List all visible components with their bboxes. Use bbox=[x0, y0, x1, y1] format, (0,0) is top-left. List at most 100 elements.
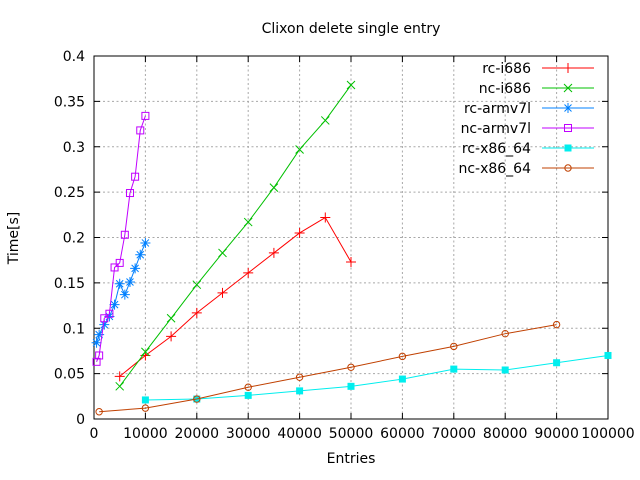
marker-asterisk bbox=[94, 329, 105, 340]
legend-label: rc-armv7l bbox=[464, 101, 531, 117]
y-tick-label: 0.1 bbox=[63, 321, 85, 337]
marker-square-open bbox=[125, 189, 134, 198]
marker-circle-open bbox=[501, 329, 509, 338]
marker-asterisk bbox=[563, 103, 573, 113]
x-tick-label: 40000 bbox=[277, 426, 322, 442]
marker-plus bbox=[563, 63, 573, 73]
legend-item-nc-x86_64: nc-x86_64 bbox=[458, 161, 594, 177]
chart-title: Clixon delete single entry bbox=[262, 21, 441, 37]
marker-square-open bbox=[141, 111, 150, 120]
marker-asterisk bbox=[140, 237, 151, 248]
tick-labels: 0 10000 20000 30000 40000 50000 60000 70000 8000… bbox=[54, 49, 635, 442]
marker-cross bbox=[243, 217, 253, 227]
series-line bbox=[99, 324, 557, 413]
x-axis-label: Entries bbox=[327, 451, 376, 467]
marker-circle-open bbox=[398, 352, 407, 361]
series-line bbox=[119, 216, 352, 377]
marker-square-open bbox=[95, 351, 104, 360]
legend-item-rc-armv7l: rc-armv7l bbox=[464, 101, 594, 117]
legend-label: rc-i686 bbox=[482, 61, 531, 77]
series-nc-x86_64 bbox=[95, 320, 561, 416]
legend-label: rc-x86_64 bbox=[462, 141, 531, 157]
marker-plus bbox=[268, 247, 279, 258]
marker-circle-open bbox=[193, 395, 201, 403]
legend-item-nc-i686: nc-i686 bbox=[479, 81, 594, 97]
marker-cross bbox=[192, 280, 202, 290]
marker-square-filled bbox=[553, 359, 561, 367]
marker-circle-open bbox=[295, 373, 304, 381]
legend-label: nc-x86_64 bbox=[458, 161, 531, 177]
series-nc-i686 bbox=[115, 80, 356, 391]
marker-square-open bbox=[136, 126, 145, 135]
legend-item-rc-i686: rc-i686 bbox=[482, 61, 594, 77]
series-line bbox=[119, 84, 352, 387]
marker-square-filled bbox=[450, 365, 458, 373]
x-tick-label: 0 bbox=[90, 426, 99, 442]
marker-asterisk bbox=[109, 299, 120, 310]
marker-cross bbox=[563, 83, 573, 93]
marker-square-open bbox=[100, 314, 109, 323]
marker-circle-open bbox=[564, 164, 572, 172]
marker-square-open bbox=[564, 124, 572, 132]
marker-cross bbox=[320, 116, 330, 125]
marker-square-open bbox=[92, 357, 101, 366]
marker-square-open bbox=[115, 258, 124, 267]
marker-cross bbox=[269, 183, 279, 192]
legend-label: nc-armv7l bbox=[461, 121, 531, 137]
legend: rc-i686 nc-i686 rc-armv7l nc-armv7l rc-x86_6… bbox=[458, 61, 594, 177]
marker-circle-open bbox=[450, 342, 458, 351]
marker-asterisk bbox=[130, 263, 141, 274]
y-tick-label: 0.35 bbox=[54, 94, 85, 110]
marker-square-filled bbox=[398, 375, 406, 383]
marker-plus bbox=[294, 227, 305, 238]
marker-asterisk bbox=[91, 337, 102, 348]
marker-square-open bbox=[131, 172, 140, 181]
legend-label: nc-i686 bbox=[479, 81, 531, 97]
x-tick-label: 60000 bbox=[380, 426, 425, 442]
marker-square-filled bbox=[347, 382, 355, 390]
marker-circle-open bbox=[141, 404, 150, 412]
marker-asterisk bbox=[104, 311, 115, 322]
marker-plus bbox=[114, 371, 125, 382]
series-line bbox=[145, 354, 609, 401]
axis-ticks bbox=[93, 55, 609, 420]
marker-square-filled bbox=[244, 391, 252, 399]
marker-circle-open bbox=[347, 363, 355, 371]
y-tick-label: 0.2 bbox=[63, 231, 85, 247]
x-tick-label: 20000 bbox=[175, 426, 220, 442]
series-line bbox=[96, 115, 146, 363]
x-tick-label: 50000 bbox=[329, 426, 374, 442]
marker-cross bbox=[218, 248, 227, 258]
marker-asterisk bbox=[119, 289, 130, 300]
marker-cross bbox=[141, 347, 150, 357]
x-tick-label: 80000 bbox=[483, 426, 528, 442]
y-tick-label: 0.25 bbox=[54, 185, 85, 201]
x-tick-label: 70000 bbox=[432, 426, 477, 442]
marker-cross bbox=[346, 80, 356, 90]
marker-plus bbox=[191, 307, 202, 318]
marker-plus bbox=[217, 287, 228, 298]
marker-square-open bbox=[105, 309, 114, 318]
marker-circle-open bbox=[95, 408, 103, 416]
marker-circle-open bbox=[552, 320, 561, 329]
y-tick-label: 0 bbox=[76, 412, 85, 428]
y-tick-label: 0.4 bbox=[63, 49, 85, 65]
y-axis-label: Time[s] bbox=[6, 212, 22, 265]
marker-asterisk bbox=[99, 319, 110, 330]
marker-plus bbox=[166, 331, 177, 342]
series-nc-armv7l bbox=[92, 111, 150, 366]
marker-square-open bbox=[110, 263, 119, 272]
x-tick-label: 30000 bbox=[226, 426, 271, 442]
data-series bbox=[91, 80, 612, 416]
marker-asterisk bbox=[135, 249, 146, 260]
marker-cross bbox=[295, 145, 304, 154]
legend-item-rc-x86_64: rc-x86_64 bbox=[462, 141, 594, 157]
marker-asterisk bbox=[124, 276, 135, 287]
marker-square-open bbox=[120, 230, 129, 239]
marker-plus bbox=[243, 267, 254, 278]
marker-square-filled bbox=[141, 396, 149, 404]
marker-square-filled bbox=[564, 144, 572, 152]
x-tick-label: 10000 bbox=[123, 426, 168, 442]
marker-asterisk bbox=[114, 278, 125, 289]
